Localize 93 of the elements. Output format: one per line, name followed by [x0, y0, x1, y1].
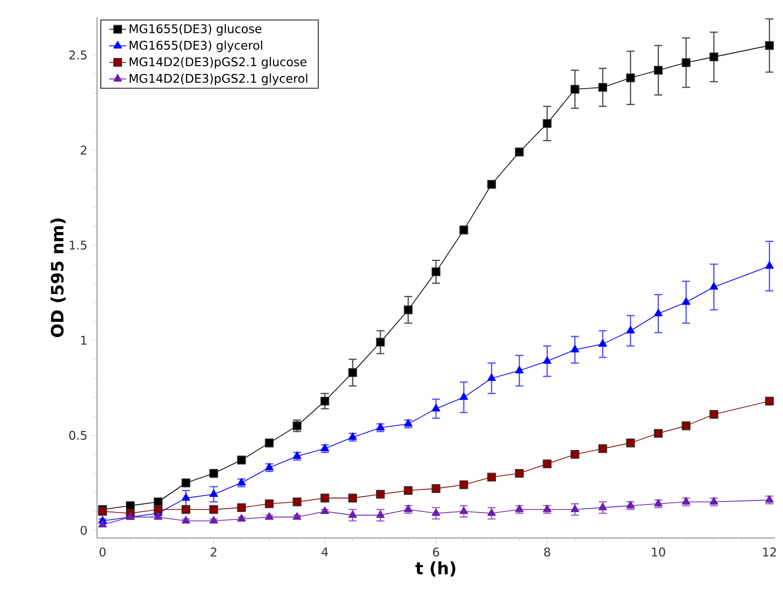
- point: [654, 308, 663, 316]
- point: [570, 450, 580, 459]
- point: [264, 438, 274, 448]
- point: [626, 326, 635, 334]
- y-tick-label: 2: [80, 146, 86, 155]
- point: [320, 396, 330, 406]
- point: [376, 490, 385, 499]
- point: [709, 52, 718, 62]
- point: [320, 444, 330, 452]
- point: [292, 497, 302, 506]
- point: [570, 504, 580, 512]
- point: [598, 82, 608, 92]
- point: [487, 508, 496, 516]
- point: [376, 510, 385, 518]
- y-axis-title: OD (595 nm): [50, 218, 66, 338]
- point: [682, 297, 690, 305]
- point: [348, 510, 357, 518]
- x-axis-title: t (h): [415, 561, 456, 576]
- x-tick-label: 4: [322, 547, 328, 556]
- point: [598, 444, 608, 454]
- point: [182, 516, 190, 524]
- point: [320, 506, 330, 514]
- point: [598, 502, 608, 510]
- point: [292, 512, 302, 520]
- point: [292, 451, 302, 459]
- point: [654, 429, 663, 438]
- point: [626, 438, 635, 448]
- point: [654, 66, 663, 75]
- y-tick-label: 1: [81, 336, 86, 345]
- point: [376, 422, 385, 430]
- point: [626, 73, 635, 82]
- point: [265, 512, 274, 520]
- x-tick-label: 2: [210, 547, 216, 556]
- point: [626, 500, 635, 508]
- point: [765, 396, 774, 406]
- point: [348, 368, 358, 377]
- point: [237, 503, 246, 512]
- point: [570, 84, 580, 94]
- point: [514, 468, 524, 478]
- point: [682, 421, 690, 430]
- point: [682, 58, 690, 68]
- y-tick-label: 1.5: [70, 240, 86, 250]
- point: [320, 494, 330, 502]
- point: [432, 267, 440, 276]
- x-tick-label: 0: [100, 547, 106, 557]
- point: [98, 520, 107, 528]
- y-tick-label: 2.5: [69, 50, 86, 60]
- point: [154, 497, 163, 506]
- x-tick-label: 12: [763, 547, 776, 556]
- point: [154, 505, 163, 514]
- point: [182, 493, 190, 501]
- legend-label: MG14D2(DE3)pGS2.1 glucose: [130, 57, 306, 69]
- point: [654, 498, 663, 506]
- point: [376, 338, 385, 347]
- legend-label: MG1655(DE3) glucose: [130, 24, 262, 36]
- point: [542, 119, 552, 128]
- point: [264, 499, 274, 508]
- x-tick-label: 10: [652, 547, 666, 557]
- point: [348, 432, 357, 440]
- x-tick-label: 6: [433, 547, 440, 557]
- point: [209, 516, 218, 524]
- point: [265, 462, 274, 470]
- point: [237, 478, 246, 486]
- point: [765, 261, 774, 269]
- point: [154, 512, 162, 520]
- point: [432, 484, 440, 493]
- point: [542, 459, 552, 468]
- point: [459, 480, 468, 490]
- point: [460, 392, 468, 400]
- point: [209, 505, 218, 514]
- point: [460, 506, 468, 514]
- point: [487, 472, 496, 482]
- point: [515, 366, 524, 374]
- point: [432, 508, 440, 516]
- point: [487, 373, 496, 381]
- point: [237, 514, 246, 522]
- y-tick-label: 0.5: [69, 430, 86, 440]
- legend-label: MG1655(DE3) glycerol: [130, 40, 262, 52]
- y-tick-label: 0: [80, 526, 87, 535]
- point: [542, 356, 552, 364]
- point: [710, 282, 718, 290]
- point: [209, 489, 218, 497]
- point: [404, 305, 413, 314]
- point: [182, 505, 190, 514]
- x-tick-label: 8: [544, 547, 550, 557]
- point: [348, 494, 358, 502]
- point: [765, 41, 774, 50]
- legend-label: MG14D2(DE3)pGS2.1 glycerol: [130, 74, 308, 86]
- point: [432, 404, 440, 412]
- point: [598, 339, 608, 347]
- point: [709, 410, 718, 419]
- point: [404, 486, 413, 495]
- point: [570, 344, 580, 352]
